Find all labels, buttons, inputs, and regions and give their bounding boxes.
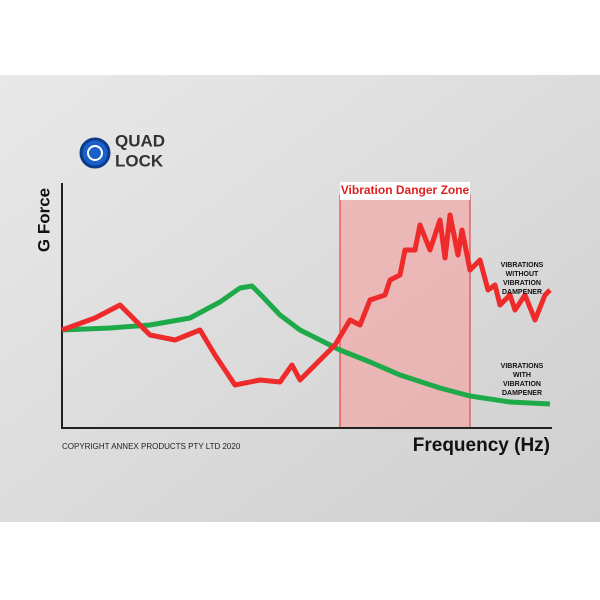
annotation-text: WITH xyxy=(513,372,531,379)
annotation-text: WITHOUT xyxy=(506,271,539,278)
y-axis-label: G Force xyxy=(34,188,53,252)
logo-text: LOCK xyxy=(115,151,164,170)
undampened-curve xyxy=(61,212,552,388)
copyright: COPYRIGHT ANNEX PRODUCTS PTY LTD 2020 xyxy=(62,442,241,451)
zone-label-bg xyxy=(340,182,470,200)
annotation-text: DAMPENER xyxy=(502,289,542,296)
dampened-curve xyxy=(61,283,551,407)
annotation-text: DAMPENER xyxy=(502,390,542,397)
annotation-text: VIBRATIONS xyxy=(501,363,544,370)
zone-label: Vibration Danger Zone xyxy=(341,183,470,197)
logo-text: QUAD xyxy=(115,131,165,150)
annotation-text: VIBRATION xyxy=(503,280,541,287)
annotation-text: VIBRATION xyxy=(503,381,541,388)
annotation-text: VIBRATIONS xyxy=(501,262,544,269)
logo-icon-inner xyxy=(87,145,103,161)
logo-icon xyxy=(79,137,111,169)
x-axis-label: Frequency (Hz) xyxy=(413,435,550,456)
